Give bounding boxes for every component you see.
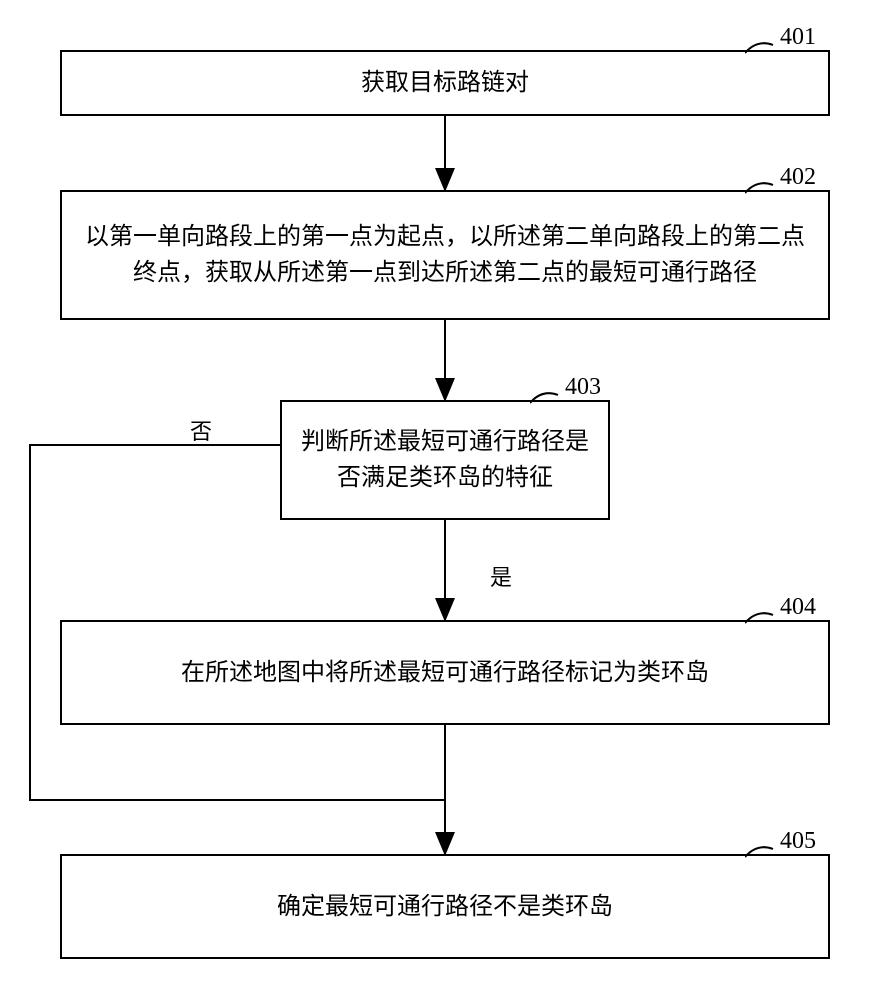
connectors-svg — [0, 0, 888, 1000]
flowchart-container: 获取目标路链对 401 以第一单向路段上的第一点为起点，以所述第二单向路段上的第… — [0, 0, 888, 1000]
arrow-403-no — [30, 445, 445, 800]
